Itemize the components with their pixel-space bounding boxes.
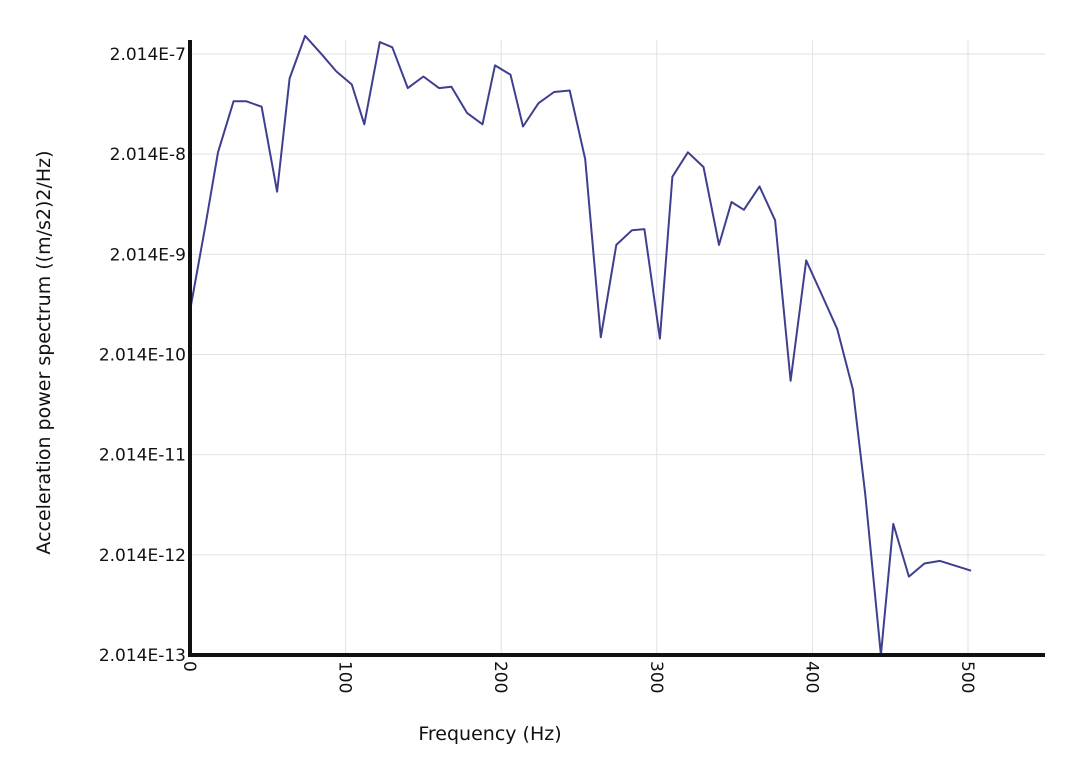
x-tick-label: 0 <box>179 661 199 672</box>
x-tick-label: 300 <box>646 661 666 693</box>
y-tick-label: 2.014E-8 <box>110 145 186 165</box>
y-tick-labels: 2.014E-13 2.014E-12 2.014E-11 2.014E-10 2.01… <box>99 45 186 666</box>
y-axis-label: Acceleration power spectrum ((m/s2)2/Hz) <box>33 150 55 554</box>
x-tick-label: 400 <box>801 661 821 693</box>
x-tick-label: 500 <box>957 661 977 693</box>
y-tick-label: 2.014E-7 <box>110 45 186 65</box>
y-tick-label: 2.014E-10 <box>99 346 186 366</box>
x-tick-labels: 0 100 200 300 400 500 <box>179 661 977 693</box>
x-tick-label: 200 <box>490 661 510 693</box>
x-axis-label: Frequency (Hz) <box>418 723 561 745</box>
y-tick-label: 2.014E-9 <box>110 245 186 265</box>
series-line <box>189 34 972 656</box>
y-tick-label: 2.014E-11 <box>99 446 186 466</box>
y-tick-label: 2.014E-13 <box>99 646 186 666</box>
x-tick-label: 100 <box>335 661 355 693</box>
series-layer <box>189 34 972 656</box>
y-tick-label: 2.014E-12 <box>99 546 186 566</box>
axes <box>188 40 1045 657</box>
